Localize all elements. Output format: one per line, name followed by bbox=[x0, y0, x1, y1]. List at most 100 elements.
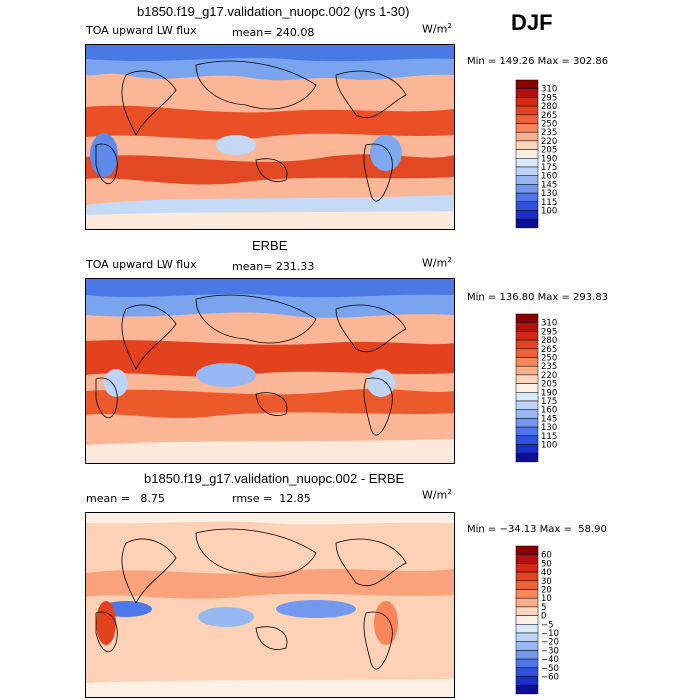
panel3-colorbar-box bbox=[515, 658, 539, 669]
panel2-colorbar-box bbox=[515, 383, 539, 393]
panel2-colorbar-label: 310 bbox=[541, 319, 557, 329]
panel3-colorbar-box bbox=[515, 684, 539, 695]
panel3-colorbar-box bbox=[515, 606, 539, 616]
panel3-units-base: W/m bbox=[422, 488, 448, 502]
panel1-colorbar-svg: 3102952802652502352202051901751601451301… bbox=[515, 79, 557, 229]
panel3-colorbar-box bbox=[515, 615, 539, 625]
panel1-units-exp: 2 bbox=[447, 22, 452, 30]
panel2-colorbar: 310 295 280 265 250 235 220 205 190 175 160 145 130 1… bbox=[515, 313, 576, 464]
panel3-colorbar-box bbox=[515, 641, 539, 651]
panel1-colorbar-box bbox=[515, 166, 539, 176]
panel1-colorbar: 310 295 280 265 250 235 220 205 190 175 160 145 130 1… bbox=[515, 79, 576, 230]
panel2-units: W/m2 bbox=[422, 256, 452, 270]
panel3-polar-north bbox=[86, 513, 454, 525]
panel2-cloud-africa bbox=[104, 369, 128, 397]
panel3-polar-south bbox=[86, 679, 454, 697]
panel2-colorbar-label: 220 bbox=[541, 371, 557, 381]
panel3-colorbar-box bbox=[515, 554, 539, 564]
panel3-colorbar-label: −60 bbox=[541, 673, 559, 683]
panel3-colorbar-label: −20 bbox=[541, 638, 559, 648]
panel2-colorbar-label: 160 bbox=[541, 406, 557, 416]
panel1-coastlines bbox=[95, 60, 407, 202]
panel3-units-exp: 2 bbox=[447, 488, 452, 496]
panel1-colorbar-label: 190 bbox=[541, 154, 557, 164]
panel1-colorbar-box bbox=[515, 192, 539, 203]
panel3-colorbar-label: 0 bbox=[541, 612, 546, 622]
panel2-colorbar-box bbox=[515, 392, 539, 402]
panel3-colorbar-box bbox=[515, 624, 539, 634]
panel2-colorbar-label: 145 bbox=[541, 414, 557, 424]
panel1-colorbar-box bbox=[515, 175, 539, 185]
panel3-colorbar-box bbox=[515, 597, 539, 608]
panel2-polar-north-core bbox=[86, 279, 454, 298]
panel3-colorbar-label: 50 bbox=[541, 559, 552, 569]
panel2-colorbar-box bbox=[515, 444, 539, 454]
panel2-band-south bbox=[86, 389, 454, 418]
panel3-coastlines bbox=[95, 528, 407, 670]
panel2-colorbar-box bbox=[515, 435, 539, 445]
panel1-colorbar-box bbox=[515, 140, 539, 150]
panel1-colorbar-label: 145 bbox=[541, 180, 557, 190]
panel1-colorbar-box bbox=[515, 123, 539, 133]
panel2-coastlines bbox=[95, 294, 407, 436]
panel2-colorbar-box bbox=[515, 331, 539, 341]
panel1-cloud-maritime bbox=[216, 135, 256, 155]
panel1-units: W/m2 bbox=[422, 22, 452, 36]
panel1-variable: TOA upward LW flux bbox=[86, 24, 197, 37]
panel3-colorbar-label: 60 bbox=[541, 551, 552, 561]
panel1-colorbar-label: 250 bbox=[541, 120, 557, 130]
panel1-colorbar-box bbox=[515, 88, 539, 98]
panel2-colorbar-box bbox=[515, 357, 539, 367]
panel2-colorbar-box bbox=[515, 452, 539, 463]
panel1-colorbar-label: 160 bbox=[541, 172, 557, 182]
panel2-cloud-maritime bbox=[196, 363, 256, 387]
panel3-colorbar-box bbox=[515, 650, 539, 660]
panel3-anom-maritime bbox=[198, 607, 254, 627]
panel3-colorbar-label: 5 bbox=[541, 603, 546, 613]
panel1-polar-north-core bbox=[86, 45, 454, 62]
panel3-colorbar-box bbox=[515, 667, 539, 677]
panel3-colorbar-label: −5 bbox=[541, 620, 554, 630]
panel3-colorbar-label: 20 bbox=[541, 586, 552, 596]
panel2-colorbar-box bbox=[515, 365, 539, 376]
panel3-colorbar-label: −10 bbox=[541, 629, 559, 639]
panel3-colorbar-box bbox=[515, 571, 539, 582]
panel1-map bbox=[85, 44, 455, 230]
panel2-mean: mean= 231.33 bbox=[232, 260, 315, 273]
panel2-units-base: W/m bbox=[422, 256, 448, 270]
panel2-colorbar-box bbox=[515, 400, 539, 410]
panel2-colorbar-label: 175 bbox=[541, 397, 557, 407]
panel2-variable: TOA upward LW flux bbox=[86, 258, 197, 271]
panel1-colorbar-box bbox=[515, 184, 539, 194]
panel2-colorbar-label: 100 bbox=[541, 441, 557, 451]
panel2-colorbar-box bbox=[515, 313, 539, 323]
panel3-units: W/m2 bbox=[422, 488, 452, 502]
panel1-colorbar-box bbox=[515, 149, 539, 159]
panel3-colorbar-box bbox=[515, 580, 539, 590]
panel3-anom-africa bbox=[96, 601, 116, 645]
panel1-colorbar-label: 310 bbox=[541, 85, 557, 95]
panel2-colorbar-box bbox=[515, 374, 539, 384]
panel3-rmse: rmse = 12.85 bbox=[232, 492, 311, 505]
panel2-colorbar-label: 235 bbox=[541, 362, 557, 372]
panel2-minmax: Min = 136.80 Max = 293.83 bbox=[467, 292, 609, 303]
panel2-map bbox=[85, 278, 455, 464]
panel2-units-exp: 2 bbox=[447, 256, 452, 264]
panel2-colorbar-box bbox=[515, 348, 539, 358]
panel3-colorbar-box bbox=[515, 545, 539, 555]
panel2-colorbar-box bbox=[515, 409, 539, 419]
panel1-units-base: W/m bbox=[422, 22, 448, 36]
panel3-anom-pacific bbox=[276, 600, 356, 618]
panel2-colorbar-box bbox=[515, 322, 539, 332]
panel1-colorbar-box bbox=[515, 114, 539, 124]
panel2-colorbar-label: 130 bbox=[541, 423, 557, 433]
panel2-colorbar-label: 190 bbox=[541, 388, 557, 398]
panel1-colorbar-box bbox=[515, 79, 539, 89]
panel1-colorbar-label: 280 bbox=[541, 102, 557, 112]
panel1-band-south bbox=[86, 154, 454, 185]
panel3-colorbar-box bbox=[515, 632, 539, 642]
panel3-colorbar-label: 40 bbox=[541, 568, 552, 578]
panel3-colorbar-label: 30 bbox=[541, 577, 552, 587]
panel1-band-north bbox=[86, 105, 454, 140]
